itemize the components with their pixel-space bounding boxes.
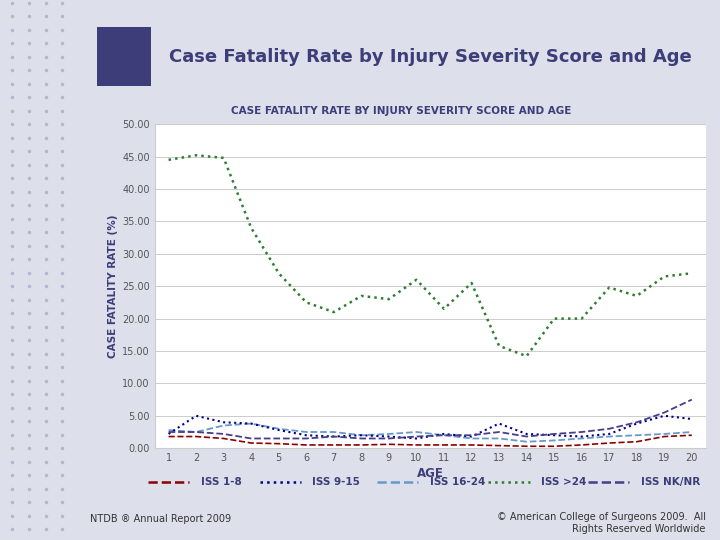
Text: © American College of Surgeons 2009.  All
Rights Reserved Worldwide: © American College of Surgeons 2009. All… xyxy=(497,512,706,534)
Text: Figure: Figure xyxy=(109,45,140,54)
FancyBboxPatch shape xyxy=(97,27,151,86)
Text: ISS 1-8: ISS 1-8 xyxy=(201,477,242,487)
X-axis label: AGE: AGE xyxy=(417,467,444,480)
Text: Case Fatality Rate by Injury Severity Score and Age: Case Fatality Rate by Injury Severity Sc… xyxy=(169,48,692,66)
Text: 18: 18 xyxy=(118,65,130,75)
Text: ISS 9-15: ISS 9-15 xyxy=(312,477,360,487)
Text: ISS 16-24: ISS 16-24 xyxy=(430,477,485,487)
Text: ISS NK/NR: ISS NK/NR xyxy=(641,477,701,487)
Text: ISS >24: ISS >24 xyxy=(541,477,587,487)
Text: NTDB ® Annual Report 2009: NTDB ® Annual Report 2009 xyxy=(90,514,231,524)
Text: CASE FATALITY RATE BY INJURY SEVERITY SCORE AND AGE: CASE FATALITY RATE BY INJURY SEVERITY SC… xyxy=(231,106,572,116)
Y-axis label: CASE FATALITY RATE (%): CASE FATALITY RATE (%) xyxy=(108,214,118,358)
